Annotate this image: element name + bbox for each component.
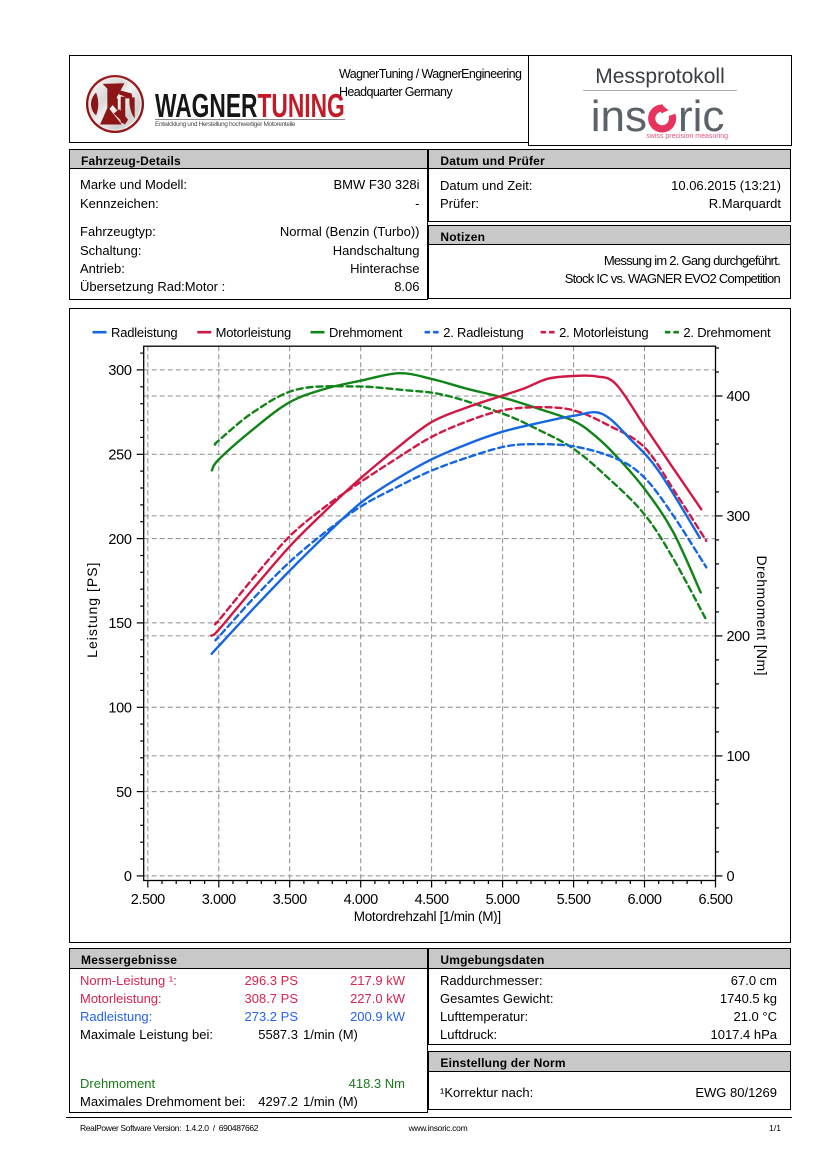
svg-text:400: 400 [727,389,751,405]
svg-text:0: 0 [124,869,132,885]
svg-text:Radleistung: Radleistung [111,325,177,340]
svg-text:Drehmoment: Drehmoment [329,325,403,340]
svg-text:100: 100 [108,701,132,717]
svg-text:50: 50 [116,785,132,801]
svg-text:200: 200 [108,532,132,548]
svg-text:200: 200 [727,629,751,645]
svg-text:3.500: 3.500 [273,892,307,908]
svg-text:150: 150 [108,616,132,632]
svg-text:2. Motorleistung: 2. Motorleistung [559,325,648,340]
svg-text:300: 300 [727,509,751,525]
svg-text:6.500: 6.500 [698,892,732,908]
svg-text:5.500: 5.500 [557,892,591,908]
svg-text:5.000: 5.000 [486,892,520,908]
svg-text:2. Drehmoment: 2. Drehmoment [683,325,771,340]
svg-text:Drehmoment [Nm]: Drehmoment [Nm] [754,556,770,676]
svg-text:4.500: 4.500 [415,892,449,908]
svg-text:2. Radleistung: 2. Radleistung [443,325,523,340]
svg-text:2.500: 2.500 [131,892,165,908]
svg-text:6.000: 6.000 [627,892,661,908]
svg-text:100: 100 [727,749,751,765]
svg-text:4.000: 4.000 [344,892,378,908]
svg-text:0: 0 [727,869,735,885]
svg-text:3.000: 3.000 [202,892,236,908]
svg-text:Motordrehzahl [1/min (M)]: Motordrehzahl [1/min (M)] [354,909,501,924]
svg-text:250: 250 [108,448,132,464]
svg-text:300: 300 [108,363,132,379]
svg-text:Leistung [PS]: Leistung [PS] [84,562,100,658]
svg-text:Motorleistung: Motorleistung [216,325,291,340]
